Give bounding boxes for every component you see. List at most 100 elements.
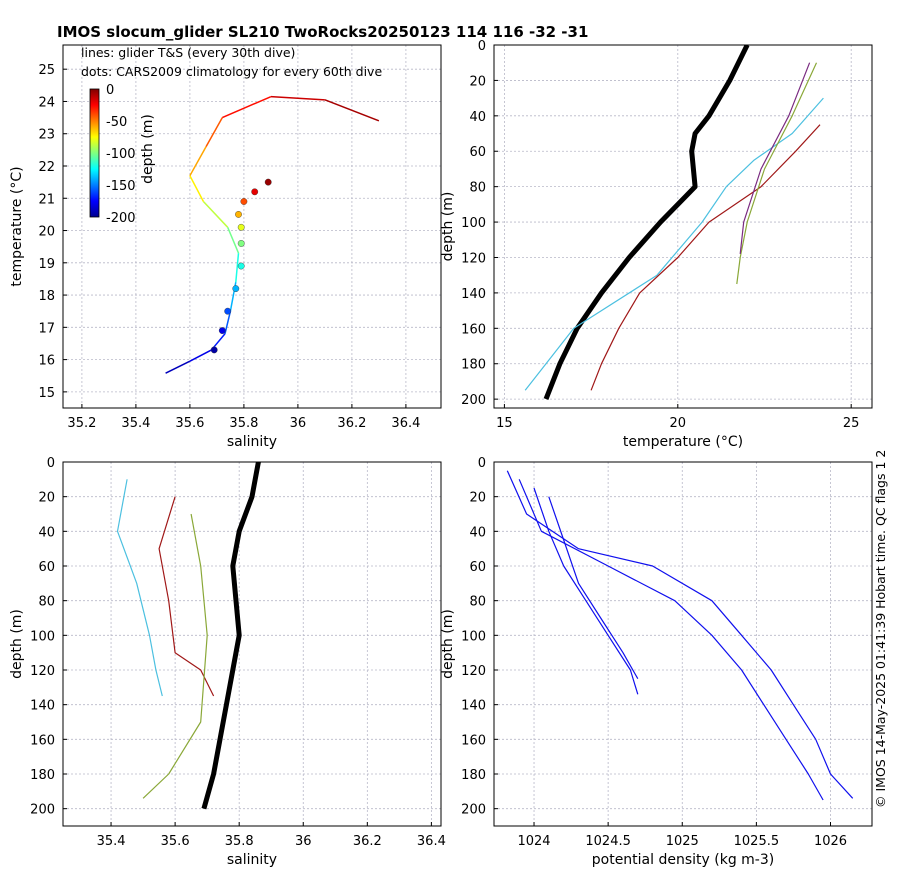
climatology-dot (210, 346, 218, 354)
x-tick-label: 25 (843, 416, 860, 431)
figure-title: IMOS slocum_glider SL210 TwoRocks2025012… (57, 23, 588, 41)
y-tick-label: 140 (461, 699, 486, 714)
x-tick-label: 35.6 (161, 834, 190, 849)
x-tick-label: 36 (295, 834, 312, 849)
plot-area (506, 470, 854, 801)
plot-frame (62, 44, 442, 409)
colorbar-tick-label: -150 (106, 179, 136, 194)
y-tick-label: 20 (38, 225, 55, 240)
y-tick-label: 140 (461, 287, 486, 302)
x-tick-label: 36.2 (353, 834, 382, 849)
x-tick-label: 36 (290, 416, 307, 431)
glider-profile-line (548, 496, 639, 679)
y-tick-label: 24 (38, 95, 55, 110)
ts-line-segment (222, 95, 272, 119)
y-tick-label: 16 (38, 354, 55, 369)
y-axis-label: depth (m) (440, 609, 456, 679)
y-tick-label: 22 (38, 160, 55, 175)
climatology-dot (218, 327, 226, 334)
y-tick-label: 20 (469, 491, 486, 506)
y-tick-label: 120 (461, 664, 486, 679)
x-tick-label: 36.4 (417, 834, 446, 849)
climatology-line (543, 45, 750, 401)
y-tick-label: 40 (469, 525, 486, 540)
x-tick-label: 1024 (517, 834, 550, 849)
x-axis-label: salinity (227, 852, 277, 868)
climatology-dot (224, 307, 232, 315)
x-tick-label: 15 (496, 416, 513, 431)
panel-ts: 35.2 35.4 35.6 35.8 36 36.2 36.4 15 16 17 18 19 20 21… (9, 44, 442, 450)
y-tick-label: 40 (38, 525, 55, 540)
glider-profile-line (524, 97, 824, 391)
y-axis-label: depth (m) (440, 192, 456, 262)
colorbar-label: depth (m) (140, 114, 156, 184)
x-axis-label: salinity (227, 434, 277, 450)
y-tick-label: 180 (461, 768, 486, 783)
y-tick-label: 140 (30, 699, 55, 714)
ts-line-segment (205, 117, 223, 148)
y-tick-label: 0 (47, 456, 55, 471)
ts-line-segment (165, 360, 191, 374)
y-tick-label: 120 (461, 251, 486, 266)
glider-profile-line (533, 487, 639, 695)
y-tick-label: 80 (38, 595, 55, 610)
y-tick-label: 160 (461, 733, 486, 748)
x-tick-label: 35.8 (229, 416, 258, 431)
glider-profile-line (590, 124, 821, 391)
x-tick-label: 35.4 (97, 834, 126, 849)
plot-frame (493, 44, 873, 409)
x-tick-label: 35.6 (175, 416, 204, 431)
y-tick-label: 200 (461, 803, 486, 818)
glider-profile-line (142, 513, 208, 799)
y-tick-label: 120 (30, 664, 55, 679)
legend-dots-label: dots: CARS2009 climatology for every 60t… (81, 64, 382, 79)
climatology-dot (237, 223, 245, 231)
y-tick-label: 60 (469, 560, 486, 575)
ts-line-segment (224, 311, 232, 334)
plot-area (165, 95, 380, 374)
y-tick-label: 180 (30, 768, 55, 783)
climatology-line (201, 462, 261, 810)
y-tick-label: 21 (38, 192, 55, 207)
y-tick-label: 23 (38, 128, 55, 143)
glider-profile-line (116, 479, 163, 697)
glider-profile-line (739, 62, 811, 254)
y-tick-label: 25 (38, 63, 55, 78)
y-tick-label: 200 (461, 393, 486, 408)
x-tick-label: 36.4 (391, 416, 420, 431)
y-tick-label: 100 (461, 216, 486, 231)
y-tick-label: 180 (461, 358, 486, 373)
ts-line-segment (227, 227, 240, 254)
x-tick-label: 35.4 (121, 416, 150, 431)
y-axis-label: temperature (°C) (9, 166, 25, 286)
y-tick-label: 0 (478, 39, 486, 54)
colorbar-tick-label: -200 (106, 211, 136, 226)
y-tick-label: 19 (38, 257, 55, 272)
ts-line-segment (324, 99, 380, 122)
y-tick-label: 80 (469, 595, 486, 610)
y-tick-label: 100 (461, 629, 486, 644)
ts-line-segment (270, 95, 325, 101)
y-tick-label: 18 (38, 289, 55, 304)
climatology-dot (235, 210, 242, 218)
x-tick-label: 35.8 (225, 834, 254, 849)
plot-frame (62, 461, 442, 827)
colorbar-tick-label: -50 (106, 115, 127, 130)
plot-area (524, 45, 824, 401)
y-tick-label: 80 (469, 181, 486, 196)
x-tick-label: 1026 (814, 834, 847, 849)
copyright-note: © IMOS 14-May-2025 01:41:39 Hobart time.… (873, 450, 888, 808)
climatology-dot (237, 262, 245, 270)
colorbar-tick-label: -100 (106, 147, 136, 162)
ts-line-segment (189, 175, 205, 202)
x-tick-label: 36.2 (337, 416, 366, 431)
y-tick-label: 200 (30, 803, 55, 818)
glider-profile-line (158, 496, 215, 697)
legend-lines-label: lines: glider T&S (every 30th dive) (81, 45, 295, 60)
y-axis-label: depth (m) (9, 609, 25, 679)
y-tick-label: 60 (38, 560, 55, 575)
colorbar (89, 88, 100, 218)
x-tick-label: 1025.5 (734, 834, 780, 849)
plot-frame (493, 461, 873, 827)
